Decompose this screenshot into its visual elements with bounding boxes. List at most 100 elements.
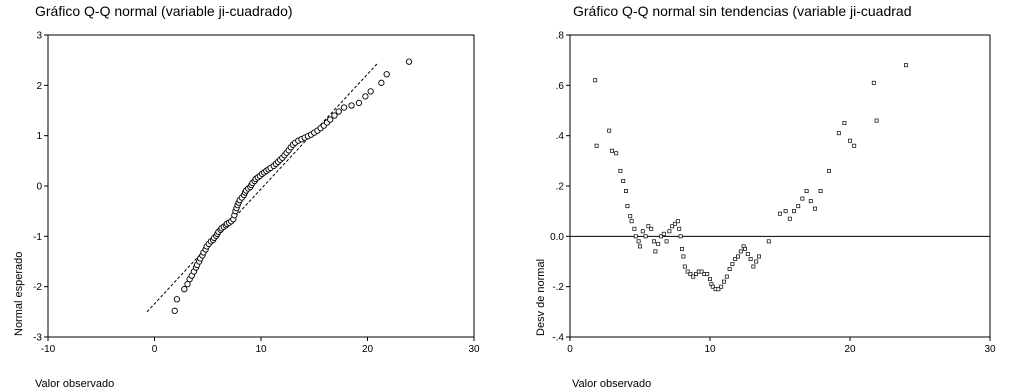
data-point <box>340 104 348 111</box>
y-tick-label: 2 <box>36 81 42 92</box>
data-point <box>787 216 792 221</box>
data-point <box>733 257 738 261</box>
data-point <box>348 102 355 109</box>
data-point <box>640 229 645 234</box>
data-point <box>331 112 338 119</box>
data-point <box>335 108 342 115</box>
data-point <box>173 296 181 303</box>
reference-line <box>146 62 379 313</box>
data-point <box>378 79 385 86</box>
data-point <box>685 269 690 274</box>
x-axis-label: Valor observado <box>35 378 114 390</box>
diagonal-reference-line <box>146 62 379 313</box>
y-tick-label: 0 <box>36 182 42 193</box>
y-axis: 3 2 1 0 -1 -2 -3 <box>33 31 48 344</box>
x-tick-label: 10 <box>255 344 267 355</box>
data-point <box>743 246 747 251</box>
data-point <box>808 199 813 204</box>
y-tick-label: -3 <box>33 333 42 344</box>
data-point <box>653 249 658 254</box>
data-point <box>699 269 704 274</box>
data-point <box>691 274 696 279</box>
data-point <box>678 234 683 239</box>
y-tick-label: -2 <box>33 282 42 293</box>
y-tick-label: .8 <box>556 31 565 42</box>
data-point <box>594 143 599 148</box>
x-tick-label: 30 <box>984 344 996 355</box>
data-point <box>680 246 684 251</box>
data-points <box>171 58 413 314</box>
y-tick-label: 0.0 <box>550 232 564 243</box>
data-point <box>171 307 178 314</box>
data-point <box>643 234 648 239</box>
data-point <box>633 234 638 239</box>
data-point <box>827 168 831 173</box>
data-point <box>871 80 876 85</box>
y-axis-label: Desv de normal <box>535 259 547 336</box>
data-point <box>632 226 637 231</box>
data-point <box>675 219 680 224</box>
data-point <box>649 226 654 231</box>
data-point <box>636 239 641 244</box>
x-tick-label: 20 <box>844 344 856 355</box>
data-point <box>730 262 735 266</box>
data-point <box>738 249 743 254</box>
y-tick-label: -.4 <box>552 333 564 344</box>
data-point <box>754 259 759 264</box>
data-point <box>661 231 666 236</box>
data-point <box>724 274 729 279</box>
data-point <box>652 239 656 244</box>
data-point <box>904 63 908 68</box>
data-point <box>628 214 633 219</box>
data-point <box>184 280 191 288</box>
data-point <box>796 204 801 209</box>
y-tick-label: 3 <box>36 31 42 42</box>
x-axis: 0 10 20 30 <box>567 337 996 355</box>
detrended-qq-chart: Gráfico Q-Q normal sin tendencias (varia… <box>535 3 996 390</box>
data-point <box>638 244 642 249</box>
data-point <box>778 211 782 216</box>
data-point <box>667 229 672 234</box>
data-point <box>719 284 724 289</box>
data-point <box>593 78 598 83</box>
data-point <box>327 116 334 123</box>
data-point <box>677 226 682 231</box>
data-point <box>708 277 712 282</box>
data-point <box>736 254 740 259</box>
x-tick-label: -10 <box>41 344 56 355</box>
data-point <box>673 221 677 226</box>
data-point <box>383 71 390 78</box>
data-point <box>355 99 363 107</box>
data-point <box>610 148 614 153</box>
data-points <box>593 63 908 292</box>
data-point <box>367 88 374 95</box>
plot-area-frame <box>47 34 475 338</box>
data-point <box>783 209 788 214</box>
data-point <box>804 189 809 193</box>
data-point <box>681 254 686 259</box>
data-point <box>745 252 750 256</box>
x-axis: -10 0 10 20 30 <box>41 337 480 355</box>
data-point <box>705 272 710 277</box>
y-tick-label: .6 <box>556 81 565 92</box>
y-tick-label: -.2 <box>552 282 564 293</box>
data-point <box>621 179 626 183</box>
data-point <box>682 264 687 269</box>
x-tick-label: 10 <box>704 344 716 355</box>
y-tick-label: 1 <box>36 131 42 142</box>
x-tick-label: 20 <box>362 344 374 355</box>
data-point <box>362 93 369 100</box>
data-point <box>629 219 634 224</box>
data-point <box>659 234 663 239</box>
data-point <box>751 264 756 269</box>
y-tick-label: .2 <box>556 182 565 193</box>
data-point <box>748 257 753 261</box>
data-point <box>405 58 413 65</box>
data-point <box>625 204 630 209</box>
data-point <box>874 118 879 123</box>
data-point <box>614 151 619 156</box>
x-tick-label: 0 <box>152 344 158 355</box>
data-point <box>716 287 721 292</box>
data-point <box>670 224 675 229</box>
